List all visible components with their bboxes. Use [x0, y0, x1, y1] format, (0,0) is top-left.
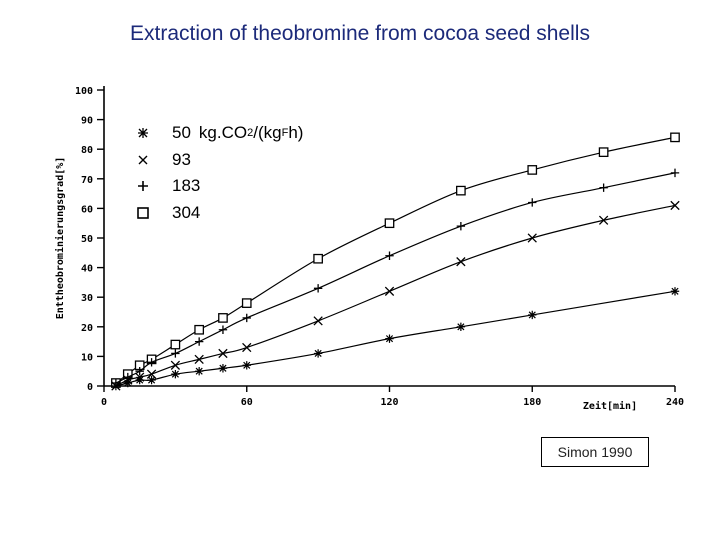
- data-point-93-10: [456, 257, 466, 267]
- data-point-93-8: [313, 316, 323, 326]
- y-tick-label: 70: [81, 175, 93, 186]
- y-tick-label: 30: [81, 293, 93, 304]
- legend-unit-sub-f: F: [281, 127, 289, 139]
- data-point-50-8: [313, 349, 323, 358]
- data-point-304-11: [527, 165, 538, 175]
- data-point-93-12: [598, 215, 609, 225]
- data-point-304-13: [670, 132, 680, 143]
- data-point-93-6: [218, 348, 228, 359]
- data-point-304-9: [384, 218, 395, 229]
- data-point-304-4: [170, 339, 181, 350]
- data-point-93-9: [384, 286, 395, 296]
- data-point-50-3: [147, 375, 156, 385]
- data-point-93-13: [670, 200, 680, 211]
- x-tick-label: 180: [523, 397, 541, 408]
- data-point-93-5: [194, 354, 204, 365]
- data-point-304-5: [194, 324, 205, 335]
- data-point-183-9: [385, 251, 394, 260]
- source-note: Simon 1990: [541, 437, 649, 467]
- legend-entry-183: 183: [136, 173, 303, 200]
- data-point-50-5: [194, 367, 204, 376]
- data-point-50-12: [670, 287, 680, 296]
- legend-unit-sub-2: 2: [247, 127, 254, 139]
- data-point-50-10: [456, 322, 466, 331]
- data-point-183-8: [313, 284, 323, 293]
- legend-entry-93: 93: [136, 147, 303, 174]
- legend-marker-x: [138, 155, 148, 165]
- y-tick-label: 80: [81, 145, 93, 156]
- data-point-93-11: [527, 233, 537, 243]
- y-tick-label: 60: [81, 204, 93, 215]
- data-point-304-6: [218, 313, 228, 323]
- y-tick-label: 40: [81, 264, 93, 275]
- y-tick-label: 100: [75, 86, 93, 97]
- data-point-183-12: [599, 183, 608, 192]
- data-point-183-10: [456, 221, 466, 231]
- data-point-93-4: [170, 360, 181, 370]
- legend-unit-kg: /(kg: [253, 123, 282, 142]
- data-point-50-1: [123, 378, 132, 388]
- data-point-93-7: [242, 342, 252, 353]
- data-point-304-10: [456, 185, 466, 196]
- data-point-183-5: [194, 337, 204, 346]
- data-point-304-8: [313, 253, 323, 264]
- legend-label-304: 304: [172, 202, 201, 222]
- legend-marker-plus: [138, 181, 148, 192]
- data-point-50-7: [242, 361, 251, 370]
- legend-marker-star: [138, 128, 148, 139]
- x-tick-label: 0: [101, 397, 107, 408]
- y-tick-label: 10: [81, 352, 93, 363]
- x-tick-label: 120: [380, 397, 398, 408]
- x-tick-label: 60: [241, 397, 253, 408]
- legend-entry-304: 304: [136, 200, 303, 227]
- y-tick-label: 20: [81, 323, 93, 334]
- data-point-183-4: [171, 349, 180, 358]
- data-point-50-9: [385, 334, 394, 343]
- legend-label-93: 93: [172, 149, 191, 169]
- y-axis-label: Enttheobrominierungsgrad[%]: [54, 157, 66, 320]
- data-point-304-7: [241, 298, 252, 308]
- chart-title: Extraction of theobromine from cocoa see…: [130, 22, 590, 45]
- legend-unit-h: h): [288, 123, 304, 142]
- data-point-183-2: [135, 367, 144, 376]
- legend-label-183: 183: [172, 176, 201, 195]
- data-point-50-11: [528, 310, 537, 320]
- y-tick-label: 0: [87, 382, 93, 393]
- data-point-50-4: [171, 369, 180, 379]
- x-tick-label: 240: [666, 397, 684, 408]
- legend-marker-square: [137, 206, 149, 219]
- data-point-50-2: [135, 375, 144, 385]
- data-point-50-0: [111, 381, 121, 391]
- data-point-183-7: [242, 313, 251, 323]
- data-point-304-12: [598, 147, 609, 158]
- data-point-50-6: [218, 364, 228, 373]
- data-point-183-11: [528, 198, 537, 207]
- data-point-183-6: [218, 325, 228, 334]
- data-point-183-13: [670, 168, 680, 178]
- y-tick-label: 50: [81, 234, 93, 245]
- legend-unit-kgco: kg.CO: [198, 123, 248, 142]
- x-axis-label: Zeit[min]: [583, 400, 637, 412]
- data-point-183-3: [147, 358, 156, 367]
- y-tick-label: 90: [81, 116, 93, 127]
- legend-label-50: 50: [172, 123, 191, 142]
